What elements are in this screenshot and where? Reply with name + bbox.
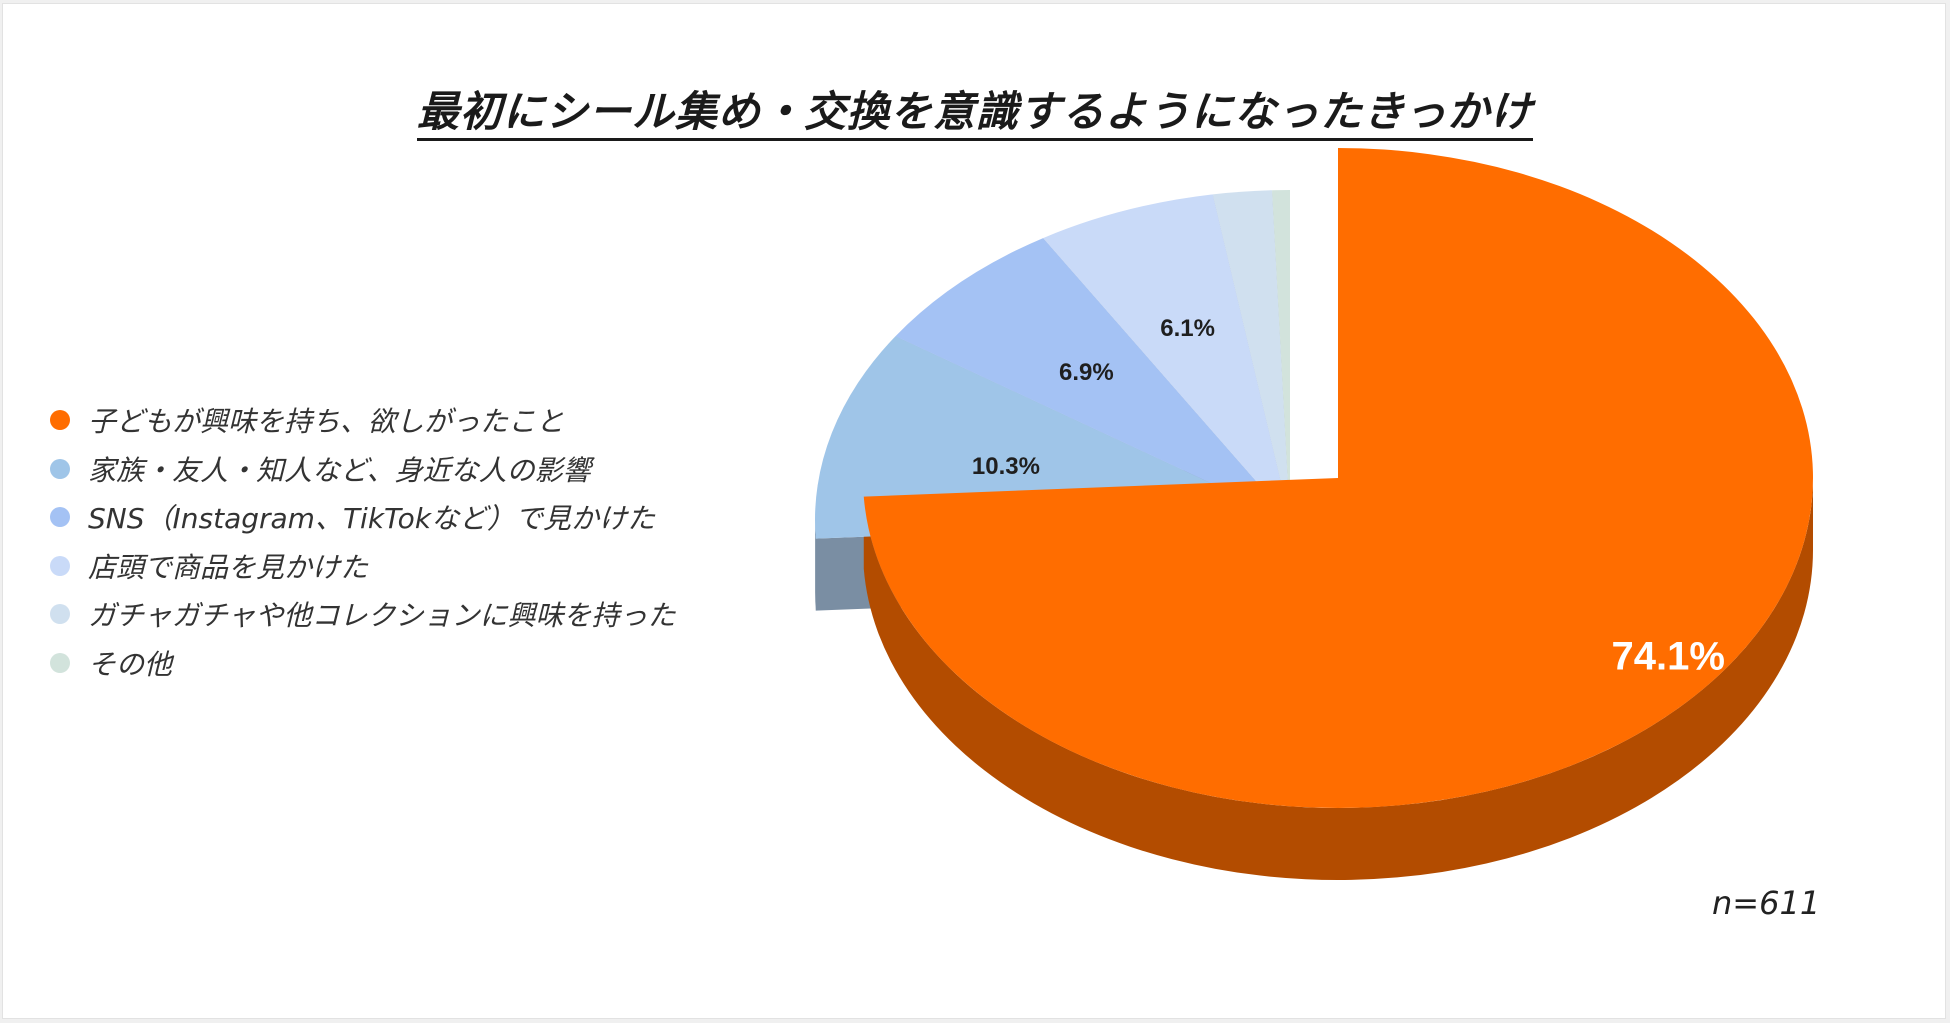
pie-slice-wall [815, 520, 816, 611]
legend-label: 子どもが興味を持ち、欲しがったこと [88, 405, 565, 439]
legend-marker [50, 652, 70, 673]
legend-label: 店頭で商品を見かけた [88, 550, 369, 584]
chart-title: 最初にシール集め・交換を意識するようになったきっかけ [0, 78, 1950, 141]
legend-marker [50, 555, 70, 576]
legend-label: SNS（Instagram、TikTokなど）で見かけた [88, 502, 656, 536]
legend-marker [50, 604, 70, 625]
chart-legend: 子どもが興味を持ち、欲しがったこと 家族・友人・知人など、身近な人の影響 SNS（I… [50, 396, 675, 687]
pie-slice [1272, 190, 1290, 520]
legend-marker [50, 458, 70, 479]
pie-slice [863, 148, 1813, 808]
legend-item: 子どもが興味を持ち、欲しがったこと [50, 396, 675, 445]
legend-item: ガチャガチャや他コレクションに興味を持った [50, 590, 675, 639]
legend-item: 家族・友人・知人など、身近な人の影響 [50, 445, 675, 494]
sample-size: n=611 [1712, 884, 1821, 922]
legend-item: SNS（Instagram、TikTokなど）で見かけた [50, 493, 675, 542]
pie-slice-wall [863, 478, 1813, 880]
chart-title-text: 最初にシール集め・交換を意識するようになったきっかけ [416, 87, 1534, 141]
legend-label: その他 [88, 647, 173, 681]
pie-slice [1212, 190, 1290, 520]
pie-slice [895, 238, 1290, 520]
legend-item: 店頭で商品を見かけた [50, 542, 675, 591]
pie-slice [1043, 194, 1290, 521]
legend-marker [50, 507, 70, 528]
pie-data-label: 6.9% [1059, 359, 1114, 386]
legend-label: 家族・友人・知人など、身近な人の影響 [88, 453, 591, 487]
pie-data-label: 74.1% [1612, 634, 1725, 678]
pie-data-label: 10.3% [972, 453, 1040, 480]
legend-label: ガチャガチャや他コレクションに興味を持った [88, 599, 676, 633]
pie-data-label: 6.1% [1160, 315, 1215, 342]
legend-marker [50, 410, 70, 431]
legend-item: その他 [50, 639, 675, 688]
